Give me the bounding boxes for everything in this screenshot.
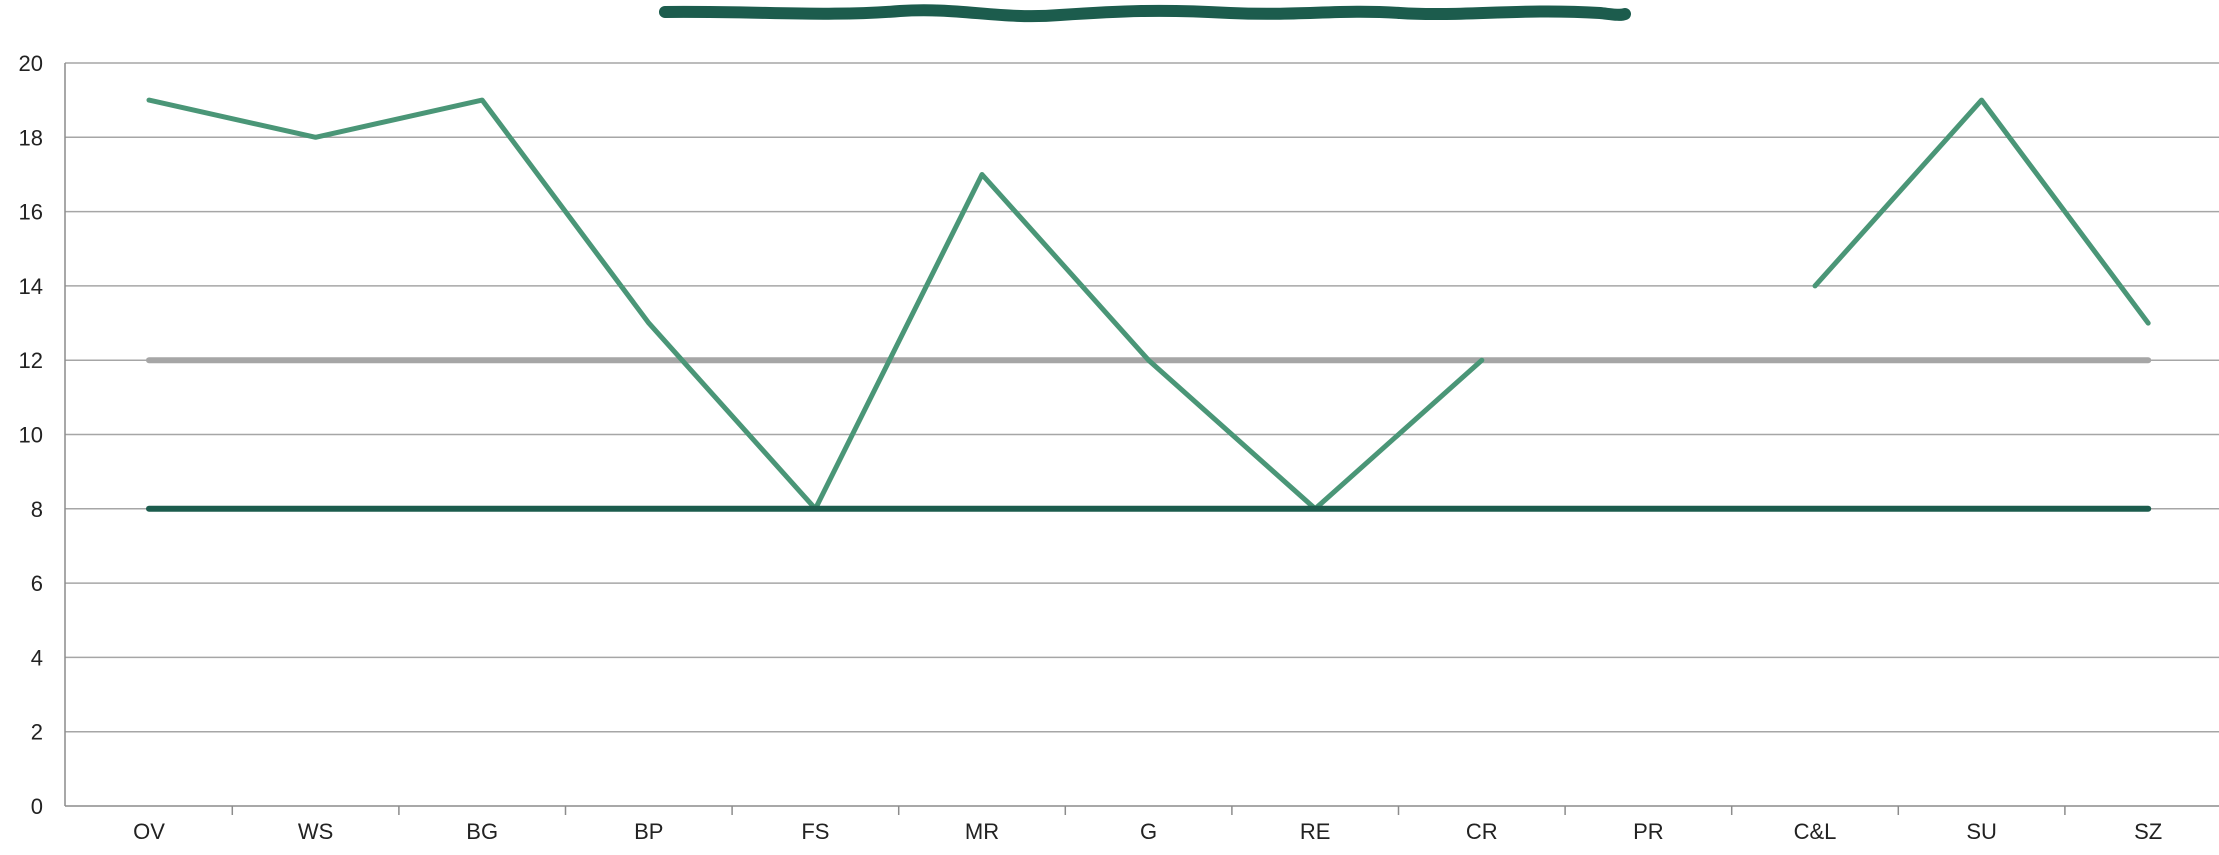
x-tick-label: RE	[1300, 819, 1331, 844]
x-tick-label: BP	[634, 819, 663, 844]
x-tick-label: SZ	[2134, 819, 2162, 844]
y-tick-label: 0	[31, 794, 43, 819]
y-tick-label: 6	[31, 571, 43, 596]
x-tick-label: OV	[133, 819, 165, 844]
x-tick-label: BG	[466, 819, 498, 844]
y-tick-label: 8	[31, 497, 43, 522]
y-tick-label: 4	[31, 645, 43, 670]
x-tick-label: WS	[298, 819, 333, 844]
x-tick-label: CR	[1466, 819, 1498, 844]
series-0	[146, 97, 2151, 512]
x-tick-label: MR	[965, 819, 999, 844]
x-tick-label: FS	[801, 819, 829, 844]
y-tick-label: 10	[19, 423, 43, 448]
redacted-title-mark	[659, 4, 1631, 23]
x-tick-label: PR	[1633, 819, 1664, 844]
series-line-segment	[1812, 97, 2151, 326]
y-tick-label: 16	[19, 200, 43, 225]
y-tick-label: 20	[19, 51, 43, 76]
y-tick-label: 14	[19, 274, 43, 299]
x-tick-label: SU	[1966, 819, 1997, 844]
x-tick-label: C&L	[1794, 819, 1837, 844]
y-tick-label: 2	[31, 720, 43, 745]
y-tick-label: 18	[19, 125, 43, 150]
y-tick-label: 12	[19, 348, 43, 373]
series-line-segment	[146, 97, 1485, 512]
x-tick-label: G	[1140, 819, 1157, 844]
